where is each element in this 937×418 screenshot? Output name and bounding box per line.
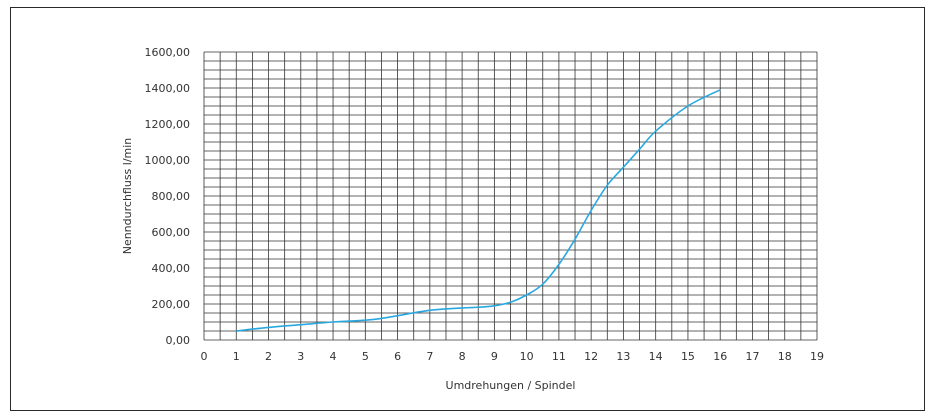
x-tick-label: 18 xyxy=(778,350,792,363)
x-tick-label: 19 xyxy=(810,350,824,363)
x-tick-labels: 0 1 2 3 4 5 6 7 8 9 10 11 12 13 14 15 16 17 18 19 xyxy=(201,350,825,363)
x-tick-label: 5 xyxy=(362,350,369,363)
y-tick-label: 1200,00 xyxy=(145,118,191,131)
x-tick-label: 16 xyxy=(713,350,727,363)
x-tick-label: 4 xyxy=(330,350,337,363)
y-tick-label: 200,00 xyxy=(152,298,191,311)
x-tick-label: 9 xyxy=(491,350,498,363)
chart-frame xyxy=(10,7,925,411)
x-axis-label: Umdrehungen / Spindel xyxy=(446,379,576,392)
y-tick-label: 1400,00 xyxy=(145,82,191,95)
y-tick-label: 600,00 xyxy=(152,226,191,239)
x-tick-label: 8 xyxy=(459,350,466,363)
x-tick-label: 3 xyxy=(297,350,304,363)
x-tick-label: 13 xyxy=(616,350,630,363)
x-tick-label: 15 xyxy=(681,350,695,363)
x-tick-label: 11 xyxy=(552,350,566,363)
x-tick-label: 7 xyxy=(426,350,433,363)
x-tick-label: 2 xyxy=(265,350,272,363)
x-tick-label: 17 xyxy=(745,350,759,363)
series-line xyxy=(236,89,721,332)
x-tick-label: 0 xyxy=(201,350,208,363)
y-tick-label: 1000,00 xyxy=(145,154,191,167)
x-tick-label: 1 xyxy=(233,350,240,363)
grid xyxy=(203,51,818,341)
x-tick-label: 10 xyxy=(520,350,534,363)
y-tick-label: 1600,00 xyxy=(145,46,191,59)
y-tick-labels: 0,00 200,00 400,00 600,00 800,00 1000,00 1200,… xyxy=(145,46,191,347)
y-axis-label: Nenndurchfluss l/min xyxy=(121,138,134,255)
y-tick-label: 0,00 xyxy=(166,334,191,347)
series-group xyxy=(236,89,721,332)
x-tick-label: 14 xyxy=(649,350,663,363)
x-tick-label: 12 xyxy=(584,350,598,363)
x-tick-label: 6 xyxy=(394,350,401,363)
y-tick-label: 800,00 xyxy=(152,190,191,203)
y-tick-label: 400,00 xyxy=(152,262,191,275)
